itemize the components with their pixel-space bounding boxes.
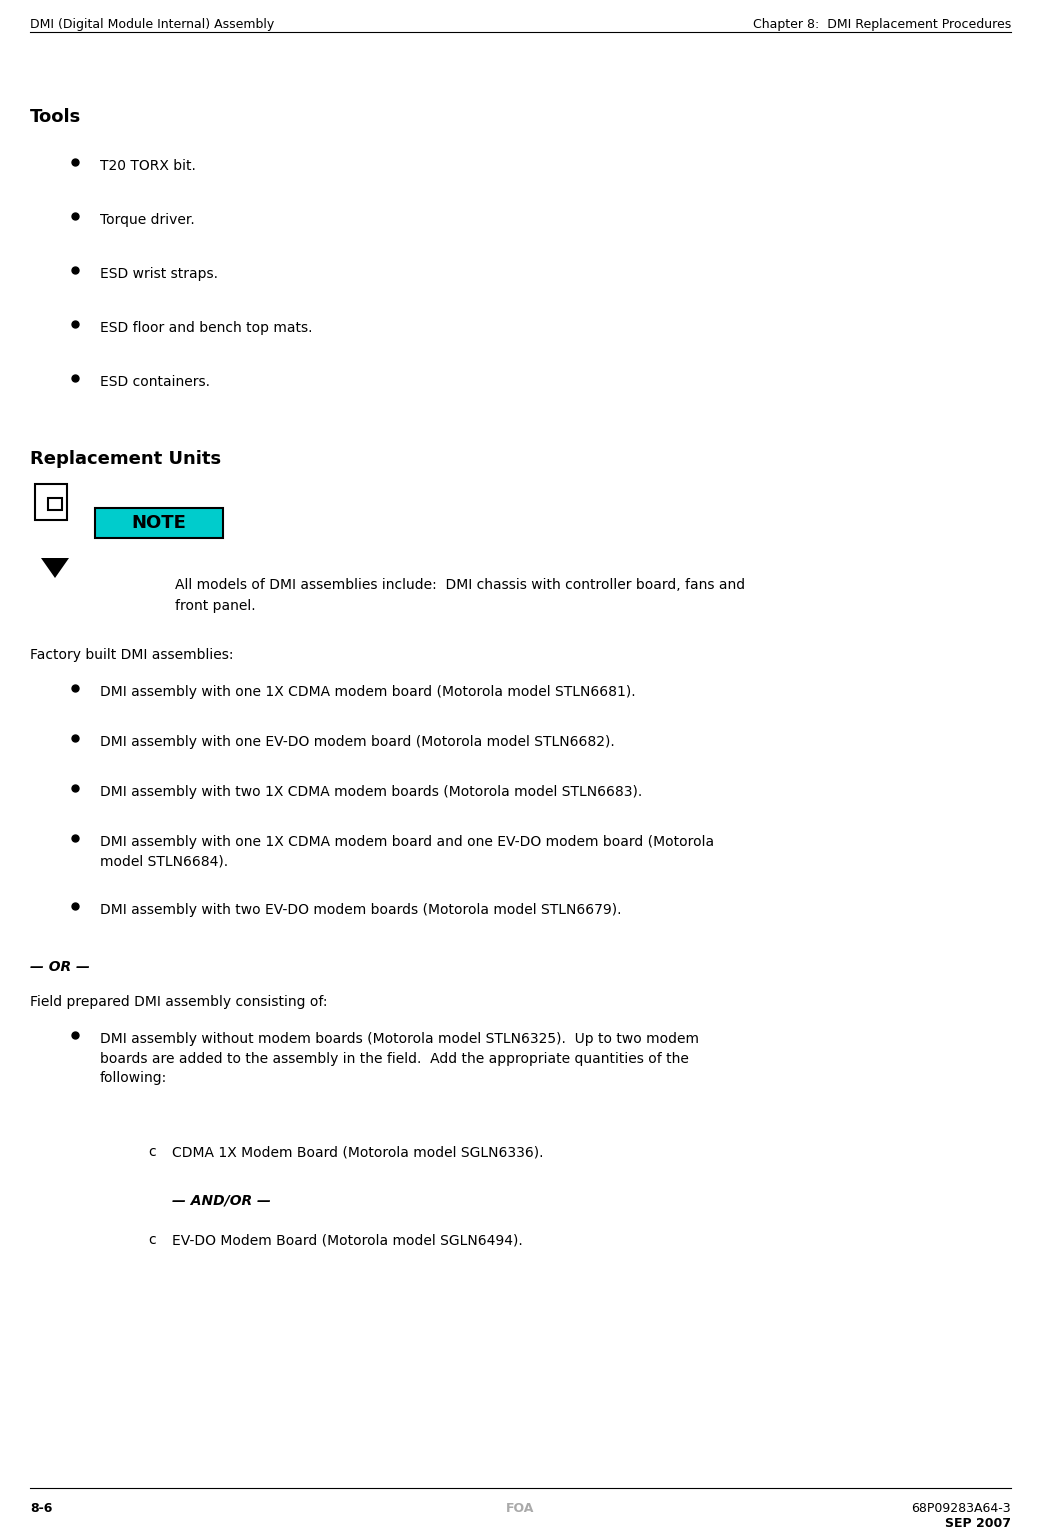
Text: SEP 2007: SEP 2007 [945, 1516, 1011, 1527]
Text: DMI (Digital Module Internal) Assembly: DMI (Digital Module Internal) Assembly [30, 18, 274, 31]
Text: All models of DMI assemblies include:  DMI chassis with controller board, fans a: All models of DMI assemblies include: DM… [175, 579, 745, 612]
Text: Factory built DMI assemblies:: Factory built DMI assemblies: [30, 647, 233, 663]
FancyBboxPatch shape [48, 498, 62, 510]
Text: 8-6: 8-6 [30, 1503, 52, 1515]
Text: DMI assembly with one 1X CDMA modem board and one EV-DO modem board (Motorola
mo: DMI assembly with one 1X CDMA modem boar… [100, 835, 714, 869]
Text: Replacement Units: Replacement Units [30, 450, 221, 467]
Text: CDMA 1X Modem Board (Motorola model SGLN6336).: CDMA 1X Modem Board (Motorola model SGLN… [172, 1145, 543, 1159]
FancyBboxPatch shape [95, 508, 223, 538]
Text: Torque driver.: Torque driver. [100, 212, 195, 228]
Text: — OR —: — OR — [30, 960, 90, 974]
Text: ESD containers.: ESD containers. [100, 376, 210, 389]
Polygon shape [41, 557, 69, 579]
Text: EV-DO Modem Board (Motorola model SGLN6494).: EV-DO Modem Board (Motorola model SGLN64… [172, 1232, 523, 1248]
Text: DMI assembly with two 1X CDMA modem boards (Motorola model STLN6683).: DMI assembly with two 1X CDMA modem boar… [100, 785, 642, 799]
Text: DMI assembly with one 1X CDMA modem board (Motorola model STLN6681).: DMI assembly with one 1X CDMA modem boar… [100, 686, 636, 699]
Text: c: c [148, 1232, 155, 1248]
Text: c: c [148, 1145, 155, 1159]
Text: DMI assembly with two EV-DO modem boards (Motorola model STLN6679).: DMI assembly with two EV-DO modem boards… [100, 902, 621, 918]
Text: 68P09283A64-3: 68P09283A64-3 [911, 1503, 1011, 1515]
Text: FOA: FOA [506, 1503, 534, 1515]
Text: Chapter 8:  DMI Replacement Procedures: Chapter 8: DMI Replacement Procedures [753, 18, 1011, 31]
Text: Tools: Tools [30, 108, 81, 127]
Text: DMI assembly with one EV-DO modem board (Motorola model STLN6682).: DMI assembly with one EV-DO modem board … [100, 734, 615, 750]
Text: DMI assembly without modem boards (Motorola model STLN6325).  Up to two modem
bo: DMI assembly without modem boards (Motor… [100, 1032, 699, 1086]
Text: — AND/OR —: — AND/OR — [172, 1193, 271, 1206]
Text: ESD floor and bench top mats.: ESD floor and bench top mats. [100, 321, 312, 334]
Text: Field prepared DMI assembly consisting of:: Field prepared DMI assembly consisting o… [30, 996, 328, 1009]
FancyBboxPatch shape [35, 484, 67, 521]
Text: T20 TORX bit.: T20 TORX bit. [100, 159, 196, 173]
Text: NOTE: NOTE [131, 515, 186, 531]
Text: ESD wrist straps.: ESD wrist straps. [100, 267, 218, 281]
